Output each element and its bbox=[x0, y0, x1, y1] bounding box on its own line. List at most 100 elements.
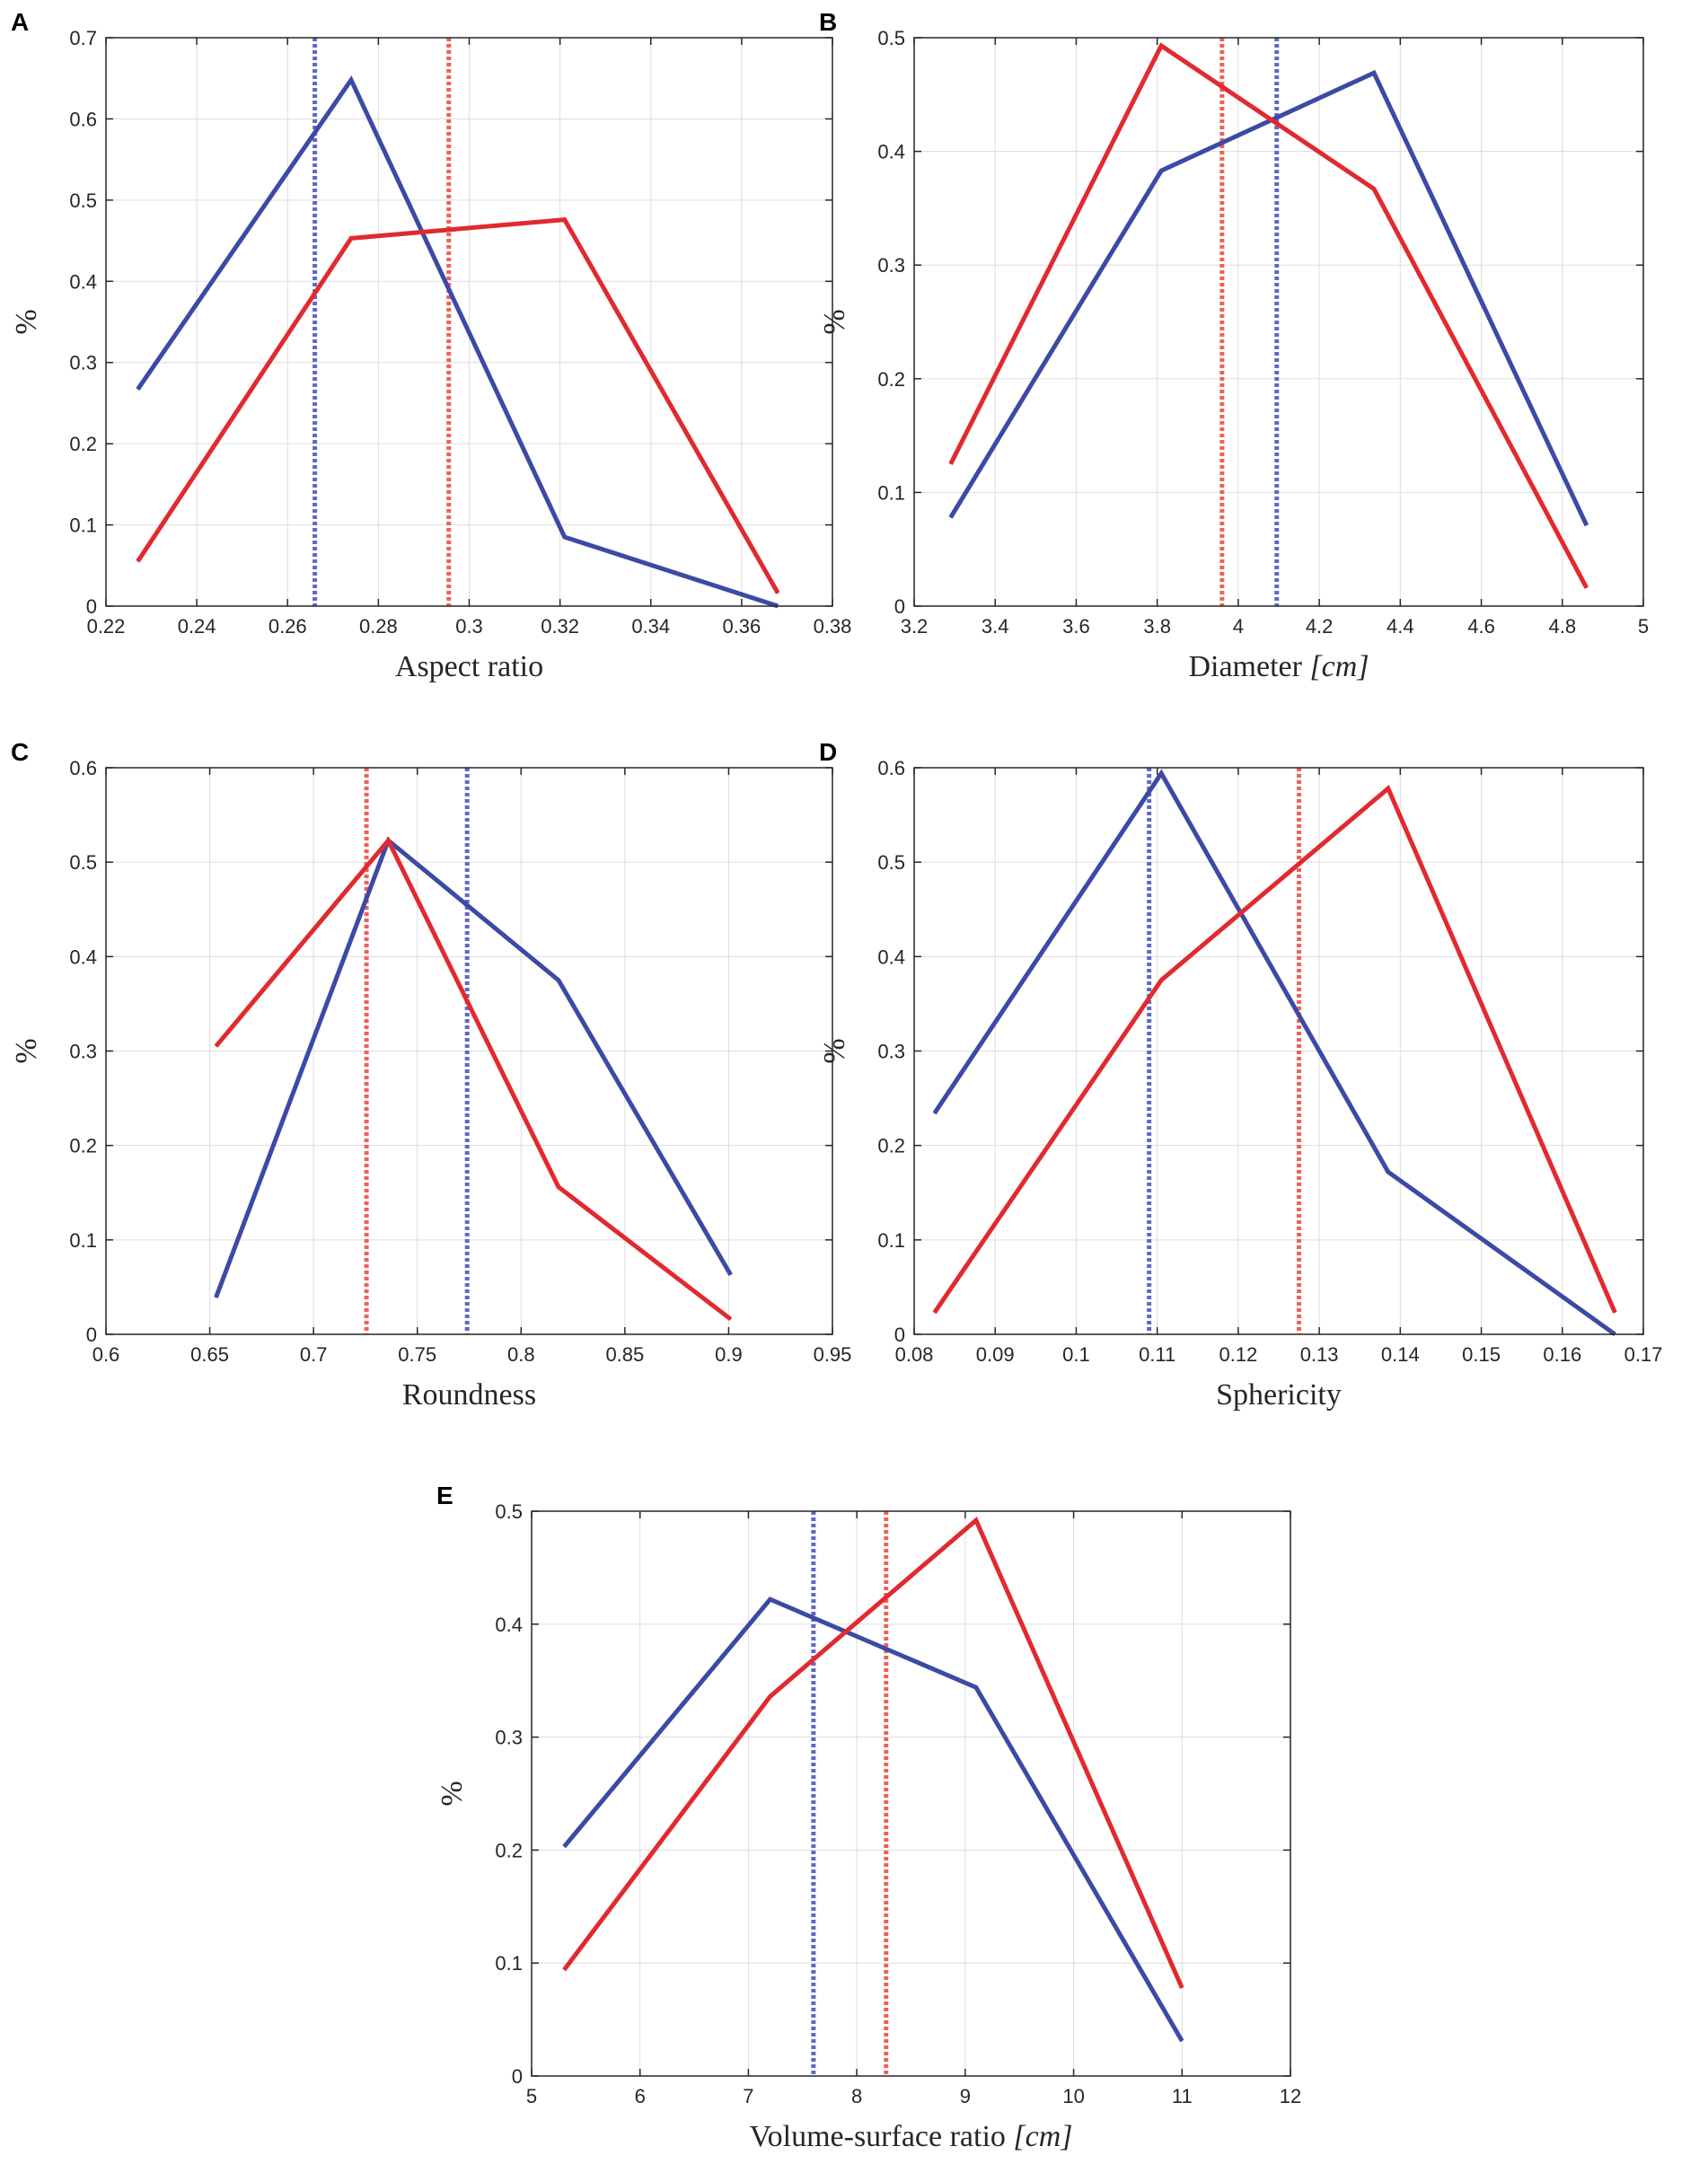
y-tick-label: 0.4 bbox=[69, 270, 97, 293]
x-axis-label-text: Volume-surface ratio bbox=[749, 2120, 1013, 2153]
y-tick-label: 0.2 bbox=[877, 368, 905, 391]
x-axis-label-unit: [cm] bbox=[1309, 650, 1369, 683]
x-tick-label: 5 bbox=[526, 2085, 537, 2107]
x-axis-label: Diameter [cm] bbox=[1188, 650, 1369, 683]
data-point-blue bbox=[1160, 772, 1162, 774]
x-tick-label: 0.95 bbox=[814, 1343, 852, 1366]
x-axis-label: Volume-surface ratio [cm] bbox=[749, 2120, 1072, 2153]
x-tick-label: 0.6 bbox=[92, 1343, 120, 1366]
x-tick-label: 0.12 bbox=[1219, 1343, 1257, 1366]
x-tick-label: 0.9 bbox=[715, 1343, 743, 1366]
data-point-blue bbox=[558, 980, 559, 981]
data-point-red bbox=[558, 1186, 559, 1188]
y-axis-label: % bbox=[818, 309, 851, 334]
x-tick-label: 0.26 bbox=[269, 615, 307, 638]
series-line-red bbox=[562, 1517, 1184, 1989]
y-tick-label: 0.1 bbox=[877, 481, 905, 504]
data-point-red bbox=[975, 1519, 977, 1521]
y-tick-label: 0.1 bbox=[69, 515, 97, 537]
x-tick-label: 6 bbox=[635, 2085, 646, 2107]
x-tick-label: 7 bbox=[743, 2085, 753, 2107]
x-tick-label: 0.24 bbox=[178, 615, 216, 638]
y-tick-label: 0.5 bbox=[877, 27, 905, 49]
x-tick-label: 0.3 bbox=[455, 615, 483, 638]
x-tick-label: 0.8 bbox=[507, 1343, 535, 1366]
y-tick-label: 0.4 bbox=[877, 141, 905, 163]
x-tick-label: 0.16 bbox=[1543, 1343, 1581, 1366]
data-point-blue bbox=[1373, 72, 1375, 74]
y-tick-label: 0.2 bbox=[69, 1135, 97, 1157]
y-axis-label: % bbox=[436, 1781, 469, 1806]
data-point-blue bbox=[1160, 170, 1162, 172]
data-point-blue bbox=[564, 536, 566, 538]
y-tick-label: 0.2 bbox=[69, 433, 97, 455]
data-point-blue bbox=[1586, 524, 1588, 526]
data-point-red bbox=[1614, 1312, 1616, 1314]
panel-label: D bbox=[819, 738, 837, 766]
x-tick-label: 3.8 bbox=[1143, 615, 1171, 638]
y-tick-label: 0.2 bbox=[877, 1135, 905, 1157]
data-point-blue bbox=[350, 79, 352, 81]
data-point-red bbox=[1160, 980, 1162, 981]
y-tick-label: 0.5 bbox=[69, 851, 97, 874]
panel-c: 0.6 0.65 0.7 0.75 0.8 0.85 0.9 0.95 0 0.1 0.2 0.3 0.… bbox=[10, 738, 851, 1412]
x-tick-label: 0.34 bbox=[631, 615, 670, 638]
x-tick-label: 0.14 bbox=[1381, 1343, 1420, 1366]
y-tick-label: 0 bbox=[512, 2065, 523, 2088]
data-point-red bbox=[350, 237, 352, 239]
x-tick-label: 0.1 bbox=[1062, 1343, 1090, 1366]
panel-e: 5 6 7 8 9 10 11 12 0 0.1 0.2 0.3 0.4 0.5 Volume-surfac… bbox=[436, 1482, 1301, 2153]
panel-b: 3.2 3.4 3.6 3.8 4 4.2 4.4 4.6 4.8 5 0 0.1 0.2 0.3 0.4 0… bbox=[818, 8, 1649, 683]
x-tick-label: 11 bbox=[1172, 2085, 1193, 2107]
y-tick-label: 0.5 bbox=[495, 1500, 523, 1523]
y-tick-label: 0.4 bbox=[69, 946, 97, 968]
x-tick-label: 4.8 bbox=[1548, 615, 1576, 638]
y-axis-label: % bbox=[10, 1038, 43, 1063]
panel-d: 0.08 0.09 0.1 0.11 0.12 0.13 0.14 0.15 0.16 0.17 0… bbox=[818, 738, 1662, 1412]
data-point-red bbox=[136, 560, 138, 562]
x-axis-label: Sphericity bbox=[1216, 1378, 1342, 1412]
y-tick-label: 0.2 bbox=[495, 1839, 523, 1861]
axes-frame bbox=[913, 37, 1644, 607]
panel-label: C bbox=[11, 738, 29, 766]
series-line-blue bbox=[562, 1597, 1184, 2043]
series-line-red bbox=[932, 785, 1617, 1315]
x-tick-label: 3.2 bbox=[901, 615, 929, 638]
data-point-red bbox=[777, 593, 779, 594]
y-tick-label: 0.6 bbox=[69, 108, 97, 130]
y-axis-label: % bbox=[10, 309, 43, 334]
x-tick-label: 12 bbox=[1280, 2085, 1301, 2107]
x-tick-label: 0.22 bbox=[87, 615, 126, 638]
x-tick-label: 0.38 bbox=[814, 615, 852, 638]
data-point-red bbox=[950, 463, 952, 465]
y-tick-label: 0.3 bbox=[877, 254, 905, 277]
series-line-blue bbox=[948, 69, 1589, 527]
x-tick-label: 0.28 bbox=[359, 615, 398, 638]
x-tick-label: 0.7 bbox=[300, 1343, 328, 1366]
y-tick-label: 0.1 bbox=[877, 1229, 905, 1252]
x-tick-label: 0.17 bbox=[1624, 1343, 1663, 1366]
data-point-blue bbox=[1181, 2040, 1183, 2042]
y-tick-label: 0 bbox=[894, 595, 905, 618]
x-tick-label: 3.4 bbox=[982, 615, 1009, 638]
x-axis-label: Roundness bbox=[402, 1378, 536, 1412]
x-tick-label: 8 bbox=[851, 2085, 862, 2107]
series-line-red bbox=[948, 42, 1589, 589]
data-point-red bbox=[730, 1318, 732, 1320]
x-tick-label: 10 bbox=[1062, 2085, 1084, 2107]
panel-label: B bbox=[819, 8, 837, 36]
y-tick-label: 0.3 bbox=[877, 1041, 905, 1063]
y-tick-label: 0.3 bbox=[69, 352, 97, 374]
x-axis-label-text: Diameter bbox=[1188, 650, 1309, 683]
y-tick-label: 0.4 bbox=[495, 1614, 523, 1636]
data-point-red bbox=[563, 1969, 565, 1971]
x-tick-label: 0.75 bbox=[398, 1343, 436, 1366]
x-tick-label: 0.13 bbox=[1300, 1343, 1339, 1366]
y-tick-label: 0.3 bbox=[495, 1727, 523, 1749]
y-tick-label: 0.6 bbox=[69, 757, 97, 779]
series-line-blue bbox=[932, 769, 1616, 1337]
x-tick-label: 0.11 bbox=[1139, 1343, 1175, 1366]
series-line-blue bbox=[214, 836, 733, 1298]
x-tick-label: 0.65 bbox=[190, 1343, 229, 1366]
